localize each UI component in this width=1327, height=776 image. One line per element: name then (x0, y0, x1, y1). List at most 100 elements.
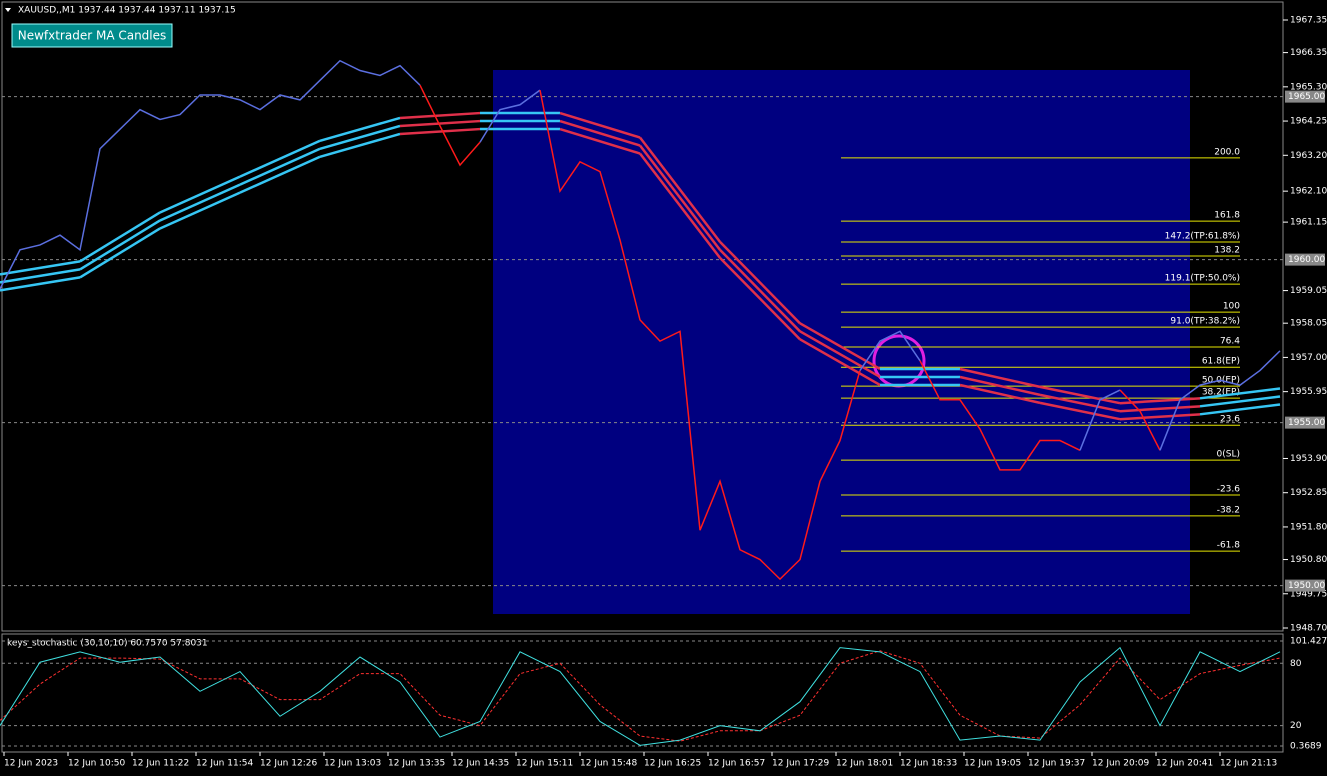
ma-line (1039, 401, 1121, 421)
ma-line (79, 211, 161, 263)
stoch-tick-label: 0.3689 (1290, 742, 1322, 752)
fib-label: -61.8 (1217, 541, 1241, 551)
ma-line (399, 111, 481, 120)
y-tick-label: 1955.95 (1290, 387, 1327, 397)
x-tick-label: 12 Jun 15:11 (516, 759, 573, 769)
ma-line (639, 144, 721, 251)
level-box (1285, 416, 1325, 429)
fib-label: 23.6 (1220, 415, 1240, 425)
fib-label: 76.4 (1220, 336, 1240, 346)
y-tick-label: 1951.80 (1290, 522, 1327, 532)
fib-label: 61.8(EP) (1202, 357, 1240, 367)
menu-arrow (5, 8, 11, 12)
x-tick-label: 12 Jun 21:13 (1220, 759, 1277, 769)
stoch-tick-label: 80 (1290, 659, 1302, 669)
x-tick-label: 12 Jun 18:01 (836, 759, 893, 769)
ma-line (239, 147, 321, 186)
y-tick-label: 1961.15 (1290, 218, 1327, 228)
x-tick-label: 12 Jun 2023 (4, 759, 58, 769)
x-tick-label: 12 Jun 14:35 (452, 759, 509, 769)
ma-line (639, 152, 721, 259)
ma-line (1199, 403, 1281, 416)
ma-line (1119, 413, 1201, 421)
x-tick-label: 12 Jun 15:48 (580, 759, 637, 769)
ma-line (399, 119, 481, 128)
price-line (1159, 350, 1281, 451)
level-label: 1960.00 (1288, 255, 1325, 265)
ma-line (319, 124, 401, 150)
ma-line (399, 127, 481, 136)
price-line (919, 360, 1081, 471)
x-tick-label: 12 Jun 18:33 (900, 759, 957, 769)
ma-line (239, 155, 321, 194)
x-tick-label: 12 Jun 19:37 (1028, 759, 1085, 769)
x-tick-label: 12 Jun 13:03 (324, 759, 381, 769)
fib-label: -23.6 (1217, 484, 1241, 494)
stoch-main (0, 646, 1281, 746)
y-tick-label: 1965.30 (1290, 82, 1327, 92)
ma-line (959, 383, 1041, 405)
ma-line (159, 175, 241, 214)
x-tick-label: 12 Jun 16:57 (708, 759, 765, 769)
y-tick-label: 1962.10 (1290, 187, 1327, 197)
ma-line (79, 227, 161, 279)
highlight-zone (493, 70, 1190, 614)
ma-line (319, 132, 401, 158)
fib-label: 100 (1223, 302, 1240, 312)
y-tick-label: 1949.75 (1290, 589, 1327, 599)
ma-line (959, 367, 1041, 389)
ma-line (799, 338, 881, 387)
x-tick-label: 12 Jun 20:41 (1156, 759, 1213, 769)
fib-label: 0(SL) (1217, 450, 1240, 460)
symbol-info: XAUUSD,,M1 1937.44 1937.44 1937.11 1937.… (18, 6, 236, 16)
x-tick-label: 12 Jun 12:26 (260, 759, 317, 769)
ma-line (159, 183, 241, 222)
level-box (1285, 253, 1325, 266)
price-line (1119, 389, 1161, 451)
stoch-signal (0, 650, 1281, 742)
ma-line (799, 330, 881, 379)
fib-label: 138.2 (1214, 246, 1240, 256)
x-tick-label: 12 Jun 13:35 (388, 759, 445, 769)
indicator-button-label[interactable]: Newfxtrader MA Candles (18, 29, 167, 43)
y-tick-label: 1957.00 (1290, 353, 1327, 363)
x-tick-label: 12 Jun 11:22 (132, 759, 189, 769)
x-tick-label: 12 Jun 17:29 (772, 759, 829, 769)
ma-line (1119, 397, 1201, 405)
ma-line (559, 111, 641, 139)
ma-line (239, 139, 321, 178)
ma-line (959, 375, 1041, 397)
ma-line (0, 276, 81, 292)
fib-label: 161.8 (1214, 211, 1240, 221)
x-tick-label: 12 Jun 10:50 (68, 759, 125, 769)
ma-line (719, 240, 801, 325)
y-tick-label: 1953.90 (1290, 454, 1327, 464)
ma-line (159, 191, 241, 230)
indicator-button[interactable] (11, 23, 173, 48)
x-tick-label: 12 Jun 19:05 (964, 759, 1021, 769)
ma-line (0, 268, 81, 284)
y-tick-label: 1964.25 (1290, 117, 1327, 127)
fib-label: 200.0 (1214, 147, 1240, 157)
x-tick-label: 12 Jun 16:25 (644, 759, 701, 769)
ma-line (79, 219, 161, 271)
ma-line (1039, 393, 1121, 413)
price-line (419, 84, 481, 167)
y-tick-label: 1952.85 (1290, 488, 1327, 498)
ma-line (559, 127, 641, 155)
fib-label: -38.2 (1217, 505, 1240, 515)
y-tick-label: 1950.80 (1290, 555, 1327, 565)
level-box (1285, 90, 1325, 103)
ma-line (639, 136, 721, 243)
level-label: 1965.00 (1288, 92, 1325, 102)
y-tick-label: 1967.35 (1290, 16, 1327, 26)
stoch-tick-label: 101.4271 (1290, 637, 1327, 647)
x-tick-label: 12 Jun 11:54 (196, 759, 253, 769)
price-line (1079, 389, 1121, 451)
level-box (1285, 579, 1325, 592)
stoch-tick-label: 20 (1290, 721, 1302, 731)
price-line (859, 330, 921, 371)
y-tick-label: 1959.05 (1290, 286, 1327, 296)
y-tick-label: 1958.05 (1290, 319, 1327, 329)
